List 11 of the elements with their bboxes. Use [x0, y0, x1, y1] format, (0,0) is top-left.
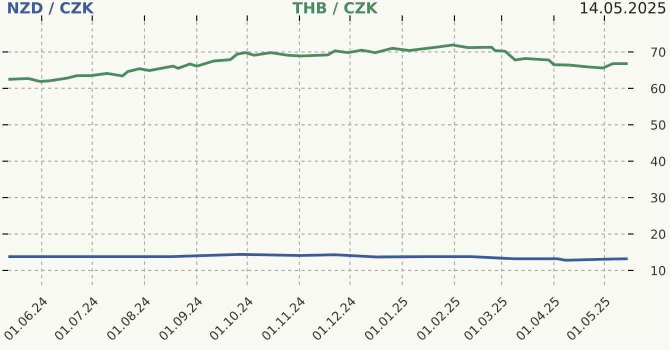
y-tick-label: 70: [651, 47, 666, 57]
chart-title: 14.05.2025: [580, 2, 666, 14]
line-series: [8, 44, 628, 83]
y-tick-label: 20: [651, 229, 666, 239]
text: NZD / CZK: [8, 2, 94, 15]
text: THB / CZK: [292, 2, 378, 15]
y-tick-label: 60: [651, 84, 666, 94]
y-tick-label: 10: [652, 266, 666, 276]
y-tick-label: 40: [650, 156, 666, 166]
y-tick-label: 30: [651, 193, 666, 203]
y-tick-label: 50: [651, 120, 666, 130]
